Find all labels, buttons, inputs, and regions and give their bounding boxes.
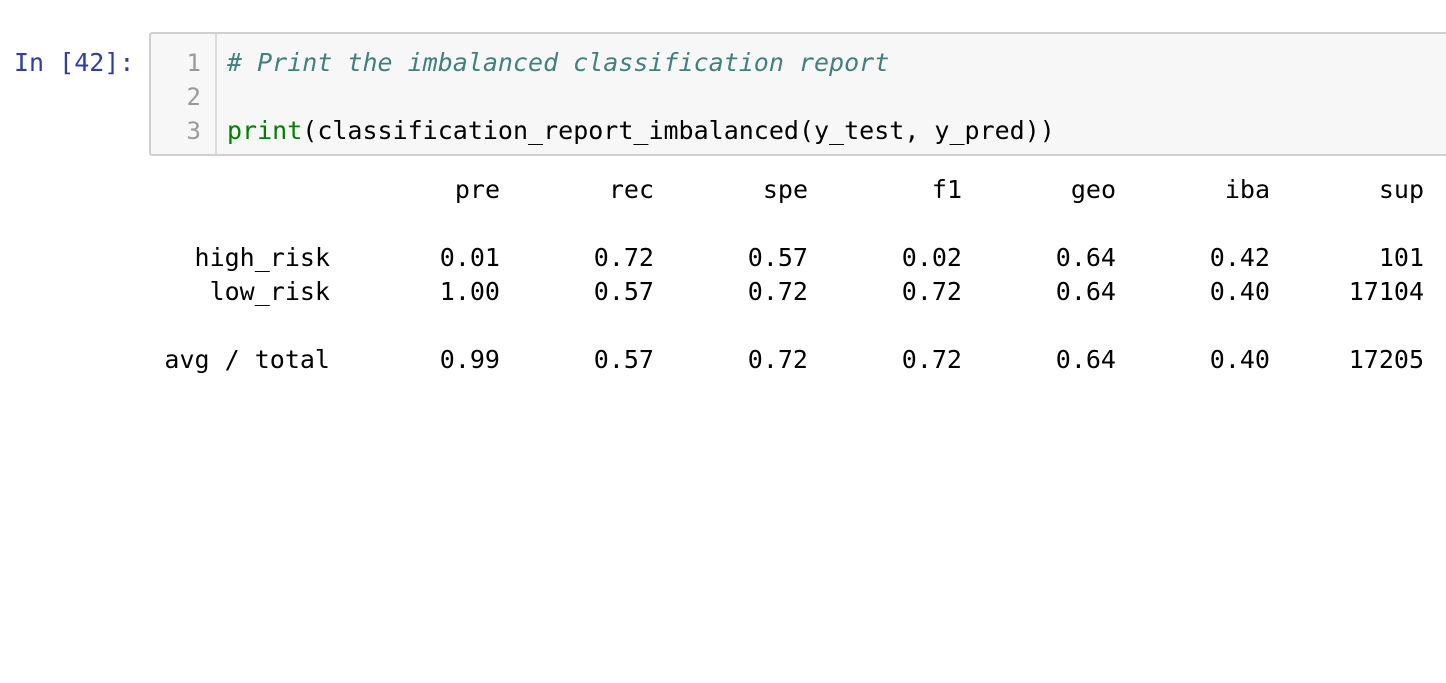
row-value: 0.57 bbox=[593, 277, 654, 306]
cell-prompt: In [42]: bbox=[14, 48, 135, 77]
row-value: 0.40 bbox=[1209, 277, 1270, 306]
code-comment: # Print the imbalanced classification re… bbox=[227, 48, 890, 77]
column-header: sup bbox=[1378, 175, 1424, 204]
row-value: 17205 bbox=[1348, 345, 1424, 374]
row-value: 0.02 bbox=[901, 243, 962, 272]
row-label: avg / total bbox=[164, 345, 330, 374]
row-value: 0.64 bbox=[1055, 277, 1116, 306]
column-header: rec bbox=[608, 175, 654, 204]
column-header: f1 bbox=[931, 175, 962, 204]
row-value: 0.72 bbox=[593, 243, 654, 272]
column-header: geo bbox=[1070, 175, 1116, 204]
report-header-row: pre rec spe f1 geo iba sup bbox=[160, 173, 1424, 207]
column-header: spe bbox=[762, 175, 808, 204]
row-value: 0.99 bbox=[439, 345, 500, 374]
report-row-high-risk: high_risk 0.01 0.72 0.57 0.02 0.64 0.42 … bbox=[160, 241, 1424, 275]
row-value: 17104 bbox=[1348, 277, 1424, 306]
report-row-total: avg / total 0.99 0.57 0.72 0.72 0.64 0.4… bbox=[160, 343, 1424, 377]
row-value: 0.72 bbox=[901, 277, 962, 306]
row-value: 0.01 bbox=[439, 243, 500, 272]
code-line-print[interactable]: print(classification_report_imbalanced(y… bbox=[227, 114, 1055, 148]
line-number: 2 bbox=[186, 83, 201, 111]
cell-output: pre rec spe f1 geo iba sup high_risk 0.0… bbox=[160, 173, 1424, 393]
code-text: (classification_report_imbalanced(y_test… bbox=[302, 116, 1055, 145]
column-header: pre bbox=[454, 175, 500, 204]
row-label: high_risk bbox=[194, 243, 330, 272]
report-row-low-risk: low_risk 1.00 0.57 0.72 0.72 0.64 0.40 1… bbox=[160, 275, 1424, 309]
row-value: 0.57 bbox=[593, 345, 654, 374]
column-header: iba bbox=[1224, 175, 1270, 204]
row-label: low_risk bbox=[209, 277, 330, 306]
line-number-gutter: 1 2 3 bbox=[151, 34, 217, 154]
line-number: 1 bbox=[186, 49, 201, 77]
row-value: 0.64 bbox=[1055, 243, 1116, 272]
row-value: 0.40 bbox=[1209, 345, 1270, 374]
code-line-comment[interactable]: # Print the imbalanced classification re… bbox=[227, 46, 889, 80]
row-value: 0.42 bbox=[1209, 243, 1270, 272]
line-number: 3 bbox=[186, 117, 201, 145]
code-builtin: print bbox=[227, 116, 303, 145]
code-cell-input[interactable]: 1 2 3 # Print the imbalanced classificat… bbox=[149, 32, 1446, 156]
row-value: 101 bbox=[1378, 243, 1424, 272]
row-value: 0.64 bbox=[1055, 345, 1116, 374]
row-value: 0.57 bbox=[747, 243, 808, 272]
row-value: 0.72 bbox=[901, 345, 962, 374]
row-value: 0.72 bbox=[747, 345, 808, 374]
row-value: 0.72 bbox=[747, 277, 808, 306]
row-value: 1.00 bbox=[439, 277, 500, 306]
